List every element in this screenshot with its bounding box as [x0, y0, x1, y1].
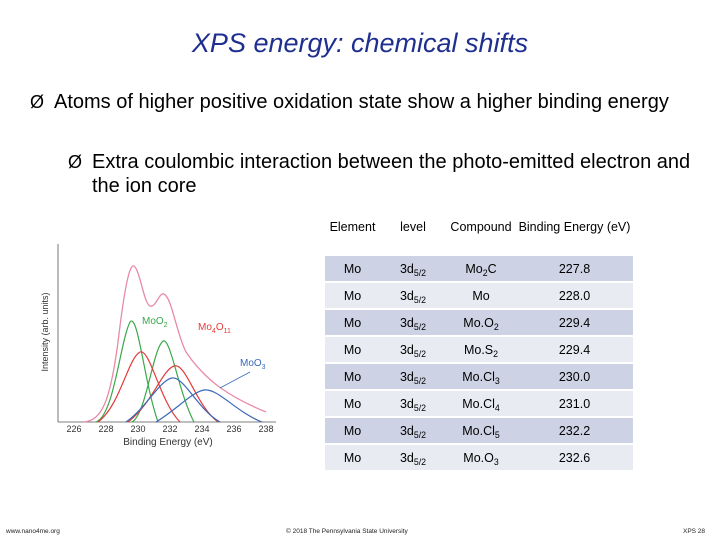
xps-spectrum-figure: Intensity (arb. units) Binding Energy (e… — [40, 244, 276, 448]
bullet-2-text: Extra coulombic interaction between the … — [92, 151, 691, 197]
x-tick-label: 230 — [130, 424, 145, 434]
cell-binding-energy: 229.4 — [516, 336, 633, 364]
cell-level: 3d5/2 — [380, 282, 446, 310]
table-row: Mo 3d5/2 Mo.Cl3 230.0 — [325, 363, 633, 391]
cell-binding-energy: 230.0 — [516, 363, 633, 391]
cell-element: Mo — [325, 282, 380, 310]
header-level: level — [380, 214, 446, 256]
moo3-label: MoO3 — [240, 358, 266, 371]
x-tick-label: 234 — [194, 424, 209, 434]
y-axis-label: Intensity (arb. units) — [40, 292, 50, 371]
header-compound: Compound — [446, 214, 516, 256]
cell-compound: Mo.S2 — [446, 336, 516, 364]
x-tick-label: 238 — [258, 424, 273, 434]
x-tick-label: 228 — [98, 424, 113, 434]
moo3-peak-1 — [125, 377, 221, 423]
bullet-2: Ø Extra coulombic interaction between th… — [68, 150, 692, 198]
header-element: Element — [325, 214, 380, 256]
mo2-peak-1 — [95, 320, 159, 423]
cell-binding-energy: 232.2 — [516, 417, 633, 445]
moo3-peak-2 — [155, 389, 263, 423]
cell-element: Mo — [325, 309, 380, 337]
cell-level: 3d5/2 — [380, 390, 446, 418]
x-tick-label: 226 — [66, 424, 81, 434]
cell-element: Mo — [325, 255, 380, 283]
cell-element: Mo — [325, 417, 380, 445]
footer-slide-number: XPS 28 — [683, 528, 706, 535]
footer-website: www.nano4me.org — [6, 528, 60, 535]
table-row: Mo 3d5/2 Mo.S2 229.4 — [325, 336, 633, 364]
cell-compound: Mo.O3 — [446, 444, 516, 472]
table-header-row: Element level Compound Binding Energy (e… — [325, 214, 633, 256]
cell-binding-energy: 232.6 — [516, 444, 633, 472]
cell-element: Mo — [325, 390, 380, 418]
header-binding-energy: Binding Energy (eV) — [516, 214, 633, 256]
table-row: Mo 3d5/2 Mo.O2 229.4 — [325, 309, 633, 337]
table-row: Mo 3d5/2 Mo 228.0 — [325, 282, 633, 310]
mo4o11-peak-1 — [97, 351, 181, 423]
cell-level: 3d5/2 — [380, 417, 446, 445]
mo2-peak-2 — [131, 340, 195, 423]
mo4o11-label: Mo4O11 — [198, 322, 231, 335]
cell-level: 3d5/2 — [380, 444, 446, 472]
table-row: Mo 3d5/2 Mo.O3 232.6 — [325, 444, 633, 472]
bullet-arrow-icon: Ø — [68, 152, 83, 172]
slide-title: XPS energy: chemical shifts — [191, 28, 529, 58]
cell-element: Mo — [325, 336, 380, 364]
moo3-leader-line — [219, 371, 251, 389]
cell-level: 3d5/2 — [380, 363, 446, 391]
cell-binding-energy: 229.4 — [516, 309, 633, 337]
cell-level: 3d5/2 — [380, 255, 446, 283]
x-tick-label: 232 — [162, 424, 177, 434]
cell-compound: Mo — [446, 282, 516, 310]
mo2-label: MoO2 — [142, 316, 168, 329]
cell-element: Mo — [325, 444, 380, 472]
table-row: Mo 3d5/2 Mo.Cl5 232.2 — [325, 417, 633, 445]
x-tick-label: 236 — [226, 424, 241, 434]
cell-compound: Mo2C — [446, 255, 516, 283]
table-row: Mo 3d5/2 Mo.Cl4 231.0 — [325, 390, 633, 418]
cell-level: 3d5/2 — [380, 309, 446, 337]
x-tick-labels: 226 228 230 232 234 236 238 — [66, 424, 273, 434]
cell-element: Mo — [325, 363, 380, 391]
cell-level: 3d5/2 — [380, 336, 446, 364]
bullet-arrow-icon: Ø — [30, 92, 45, 112]
cell-compound: Mo.Cl4 — [446, 390, 516, 418]
cell-binding-energy: 228.0 — [516, 282, 633, 310]
cell-compound: Mo.Cl3 — [446, 363, 516, 391]
cell-compound: Mo.O2 — [446, 309, 516, 337]
cell-compound: Mo.Cl5 — [446, 417, 516, 445]
cell-binding-energy: 227.8 — [516, 255, 633, 283]
x-axis-label: Binding Energy (eV) — [123, 437, 213, 448]
bullet-1-text: Atoms of higher positive oxidation state… — [54, 91, 669, 113]
envelope-curve — [83, 265, 267, 423]
footer-copyright: © 2018 The Pennsylvania State University — [286, 528, 408, 535]
binding-energy-table: Element level Compound Binding Energy (e… — [325, 214, 633, 472]
bullet-1: Ø Atoms of higher positive oxidation sta… — [30, 90, 674, 114]
cell-binding-energy: 231.0 — [516, 390, 633, 418]
table-row: Mo 3d5/2 Mo2C 227.8 — [325, 255, 633, 283]
